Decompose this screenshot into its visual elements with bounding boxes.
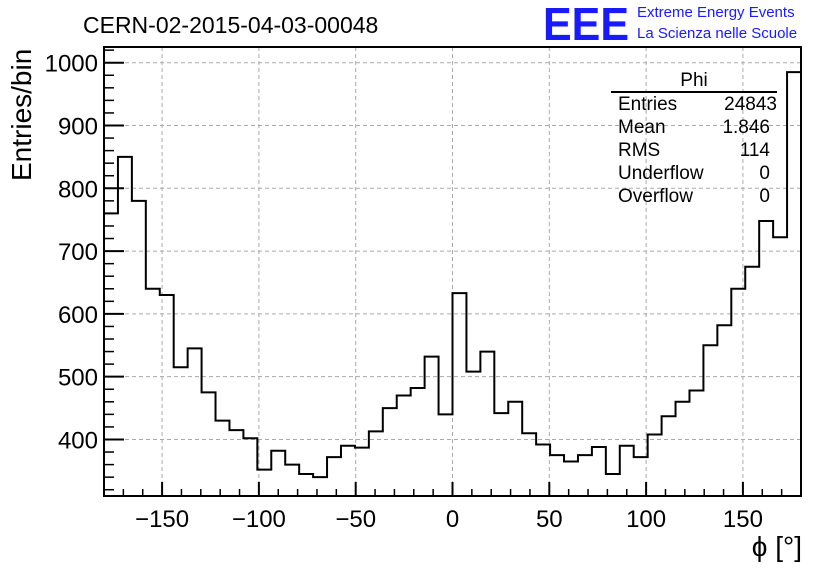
stats-title: Phi: [680, 70, 707, 91]
y-tick-label: 600: [58, 302, 98, 329]
histogram-line: [104, 71, 801, 479]
stats-box: Phi Entries 24843 Mean 1.846 RMS 114 Und…: [611, 70, 777, 207]
y-tick-label: 500: [58, 365, 98, 392]
stats-value-entries: 24843: [724, 94, 777, 115]
stats-label-underflow: Underflow: [618, 163, 704, 184]
logo-line-1: Extreme Energy Events: [637, 4, 795, 21]
y-axis-title: Entries/bin: [6, 49, 37, 181]
stats-value-overflow: 0: [759, 186, 770, 207]
y-tick-label: 800: [58, 176, 98, 203]
stats-label-entries: Entries: [618, 94, 677, 115]
x-axis-title: ϕ [°]: [752, 531, 802, 562]
x-tick-label: 150: [723, 506, 763, 533]
x-tick-label: −150: [135, 506, 189, 533]
axis-ticks: [104, 49, 783, 496]
stats-value-underflow: 0: [759, 163, 770, 184]
y-tick-label: 900: [58, 113, 98, 140]
stats-value-mean: 1.846: [722, 117, 770, 138]
y-tick-label: 1000: [45, 51, 98, 78]
x-tick-label: 50: [536, 506, 563, 533]
x-tick-label: −50: [335, 506, 376, 533]
stats-label-overflow: Overflow: [618, 186, 693, 207]
grid: [104, 47, 801, 496]
stats-value-rms: 114: [740, 140, 771, 161]
chart-title: CERN-02-2015-04-03-00048: [83, 12, 378, 38]
eee-logo: EEE Extreme Energy Events La Scienza nel…: [543, 0, 797, 50]
tick-labels: −150 −100 −50 0 50 100 150 400 500 600 700 800 900 10…: [45, 51, 763, 533]
x-tick-label: −100: [232, 506, 286, 533]
eee-logo-mark: EEE: [543, 0, 629, 50]
x-tick-label: 100: [626, 506, 666, 533]
logo-line-2: La Scienza nelle Scuole: [637, 25, 797, 42]
y-tick-label: 700: [58, 239, 98, 266]
x-tick-label: 0: [446, 506, 459, 533]
y-tick-label: 400: [58, 427, 98, 454]
stats-label-rms: RMS: [618, 140, 660, 161]
stats-label-mean: Mean: [618, 117, 666, 138]
